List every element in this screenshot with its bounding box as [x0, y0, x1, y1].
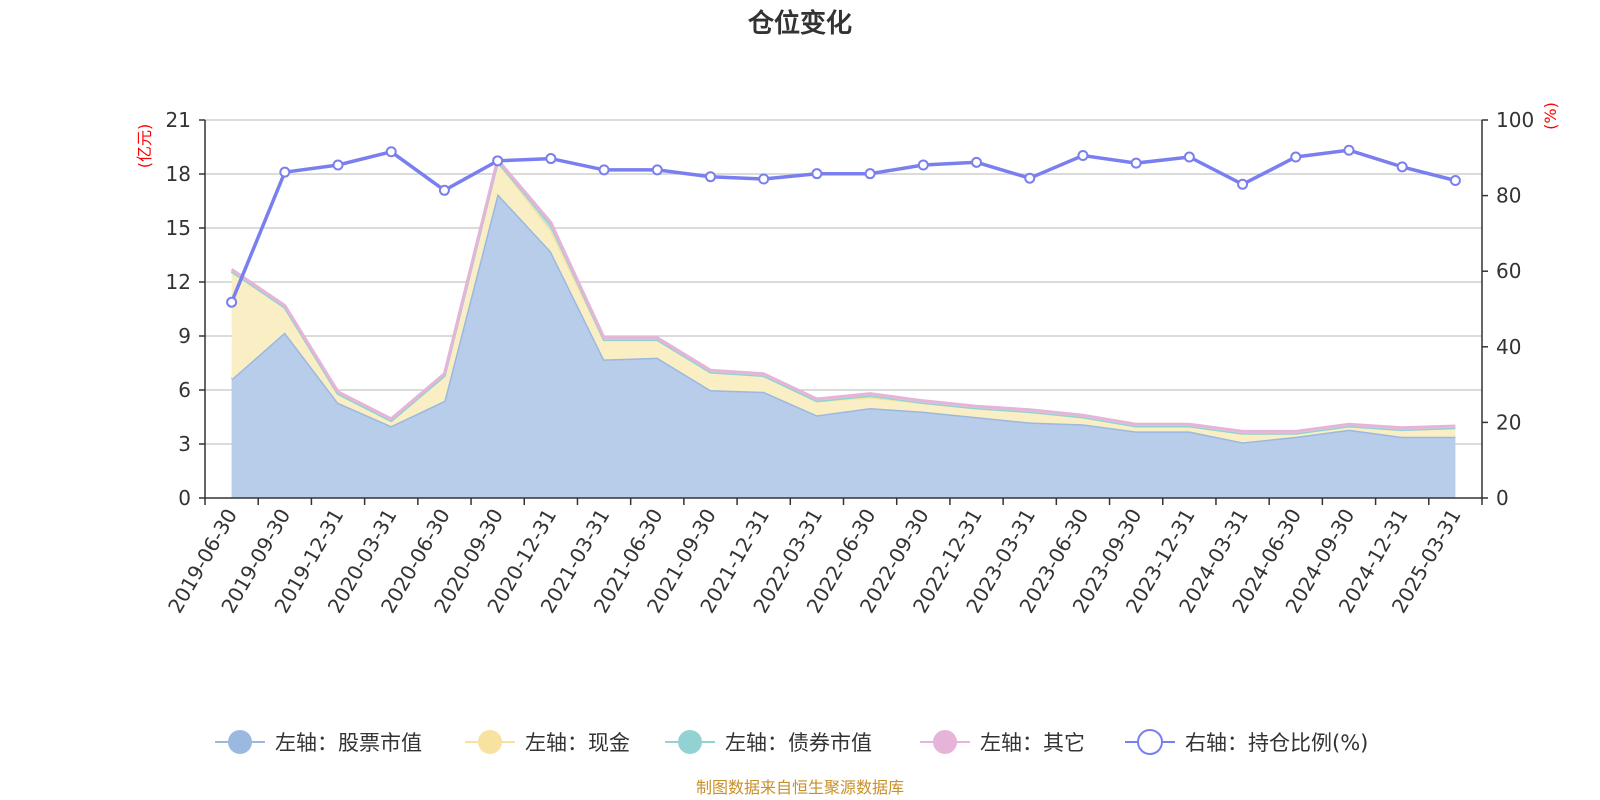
legend-marker: [678, 730, 702, 754]
ratio-point: [226, 296, 238, 308]
legend-label: 左轴：股票市值: [275, 731, 422, 755]
ratio-point: [332, 159, 344, 171]
ratio-point: [1024, 172, 1036, 184]
legend-item: 左轴：债券市值: [665, 730, 872, 755]
legend: 左轴：股票市值 左轴：现金 左轴：债券市值 左轴：其它 右轴：持仓比例(%): [215, 729, 1368, 755]
legend-marker: [478, 730, 502, 754]
ratio-point: [438, 184, 450, 196]
right-tick-label: 80: [1496, 184, 1521, 208]
legend-marker: [228, 730, 252, 754]
ratio-point: [279, 166, 291, 178]
ratio-point: [1130, 157, 1142, 169]
ratio-line-layer: [226, 144, 1461, 308]
ratio-point: [1290, 151, 1302, 163]
source-note: 制图数据来自恒生聚源数据库: [696, 778, 904, 797]
area-2-edge: [230, 158, 1456, 435]
left-tick-label: 18: [166, 162, 191, 186]
area-3-fill: [231, 161, 1456, 434]
area-1-fill: [231, 193, 1456, 499]
left-tick-label: 15: [166, 216, 191, 240]
legend-label: 左轴：债券市值: [725, 731, 872, 755]
area-4-edge: [230, 156, 1456, 433]
chart-title: 仓位变化: [747, 8, 852, 39]
legend-label: 右轴：持仓比例(%): [1185, 731, 1368, 755]
ratio-point: [1449, 174, 1461, 186]
right-axis-unit: (%): [1541, 102, 1560, 130]
left-tick-label: 6: [178, 378, 191, 402]
ratio-point: [917, 159, 929, 171]
legend-label: 左轴：其它: [980, 731, 1085, 755]
right-tick-label: 0: [1496, 486, 1509, 510]
area-4-fill: [231, 159, 1456, 434]
right-tick-label: 100: [1496, 108, 1534, 132]
area-3-edge: [230, 158, 1456, 435]
left-tick-label: 21: [166, 108, 191, 132]
ratio-point: [492, 155, 504, 167]
ratio-point: [704, 171, 716, 183]
right-tick-label: 20: [1496, 410, 1521, 434]
ratio-point: [1396, 161, 1408, 173]
left-axis-unit: (亿元): [135, 124, 154, 169]
ratio-point: [1183, 151, 1195, 163]
legend-marker: [933, 730, 957, 754]
ratio-point: [864, 168, 876, 180]
ratio-point: [598, 164, 610, 176]
ratio-point: [1077, 150, 1089, 162]
right-tick-label: 40: [1496, 335, 1521, 359]
ratio-line: [229, 148, 1456, 303]
left-tick-label: 12: [166, 270, 191, 294]
legend-item: 右轴：持仓比例(%): [1125, 729, 1368, 755]
ratio-point: [758, 173, 770, 185]
ratio-point: [1343, 144, 1355, 156]
ratio-point: [385, 146, 397, 158]
ratio-point: [811, 168, 823, 180]
legend-item: 左轴：现金: [465, 730, 630, 755]
right-tick-label: 60: [1496, 259, 1521, 283]
legend-item: 左轴：其它: [920, 730, 1085, 755]
ratio-point: [545, 153, 557, 165]
legend-item: 左轴：股票市值: [215, 730, 422, 755]
axes: 0369121518210204060801002019-06-302019-0…: [163, 108, 1534, 617]
legend-label: 左轴：现金: [525, 731, 630, 755]
area-layers: [230, 156, 1456, 499]
left-tick-label: 0: [178, 486, 191, 510]
left-tick-label: 9: [178, 324, 191, 348]
legend-marker: [1137, 729, 1163, 755]
ratio-point: [1237, 178, 1249, 190]
left-tick-label: 3: [178, 432, 191, 456]
ratio-point: [651, 164, 663, 176]
area-2-fill: [231, 161, 1456, 443]
ratio-point: [971, 156, 983, 168]
